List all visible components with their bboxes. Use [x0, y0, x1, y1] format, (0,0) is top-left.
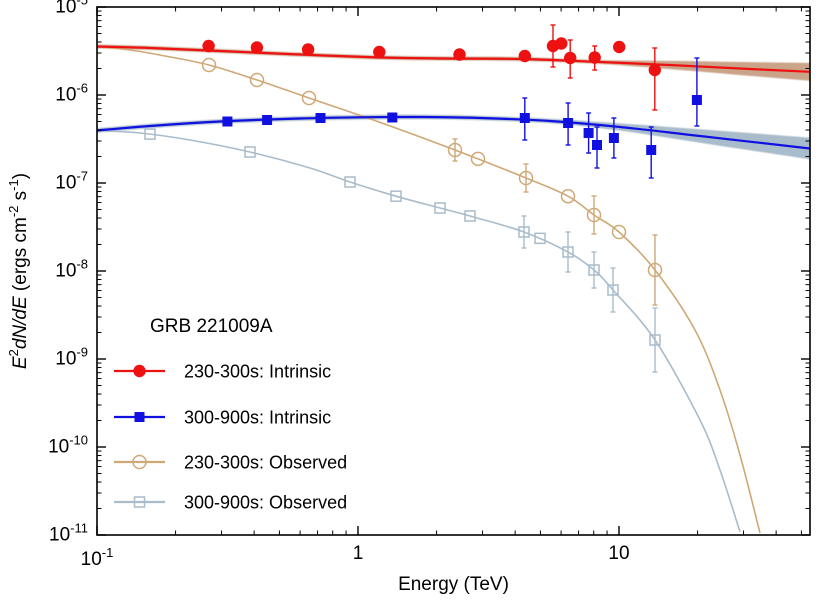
- svg-text:300-900s: Observed: 300-900s: Observed: [184, 493, 347, 513]
- svg-text:E2dN/dE (ergs cm-2 s-1): E2dN/dE (ergs cm-2 s-1): [6, 173, 31, 369]
- svg-text:Energy (TeV): Energy (TeV): [398, 574, 509, 595]
- svg-text:GRB 221009A: GRB 221009A: [150, 316, 273, 337]
- svg-text:300-900s: Intrinsic: 300-900s: Intrinsic: [184, 408, 331, 428]
- svg-text:1: 1: [353, 543, 364, 564]
- svg-text:10: 10: [608, 543, 629, 564]
- svg-text:230-300s: Intrinsic: 230-300s: Intrinsic: [184, 362, 331, 382]
- svg-text:230-300s: Observed: 230-300s: Observed: [184, 453, 347, 473]
